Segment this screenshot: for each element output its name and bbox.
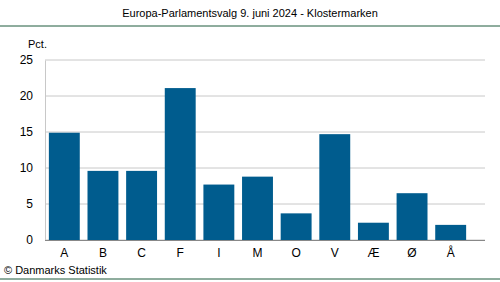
y-axis-line xyxy=(45,61,46,241)
y-tick-label: 0 xyxy=(26,233,33,247)
x-tick-label: Ø xyxy=(407,246,416,260)
chart: Europa-Parlamentsvalg 9. juni 2024 - Klo… xyxy=(0,0,500,282)
x-tick: Ø xyxy=(407,246,416,260)
y-axis: 0 5 10 15 20 25 xyxy=(20,53,46,247)
x-tick: Å xyxy=(447,245,455,260)
bar xyxy=(435,225,466,240)
y-tick-label: 20 xyxy=(20,89,34,103)
y-tick-label: 10 xyxy=(20,161,34,175)
y-tick: 10 xyxy=(20,161,45,175)
bar xyxy=(165,88,196,240)
bar xyxy=(358,223,389,240)
x-tick-label: O xyxy=(291,246,300,260)
grid-line xyxy=(45,60,485,61)
bar xyxy=(88,171,119,240)
x-tick-label: Å xyxy=(447,245,455,260)
grid-line xyxy=(45,168,485,169)
x-tick: A xyxy=(60,246,68,260)
y-tick: 15 xyxy=(20,125,45,139)
y-tick: 20 xyxy=(20,89,45,103)
x-tick: C xyxy=(137,246,146,260)
y-tick-label: 15 xyxy=(20,125,34,139)
y-tick-label: 5 xyxy=(26,197,33,211)
grid xyxy=(45,60,485,240)
header-rule xyxy=(0,26,500,27)
x-tick-label: B xyxy=(99,246,107,260)
x-tick: F xyxy=(177,246,184,260)
source-note: © Danmarks Statistik xyxy=(4,264,107,276)
y-axis-title: Pct. xyxy=(28,38,47,50)
x-tick-label: V xyxy=(331,246,339,260)
bar xyxy=(242,177,273,240)
x-tick-label: C xyxy=(137,246,146,260)
bar xyxy=(49,133,80,240)
title: Europa-Parlamentsvalg 9. juni 2024 - Klo… xyxy=(122,7,378,19)
x-tick-label: A xyxy=(60,246,68,260)
x-tick: M xyxy=(253,246,263,260)
bar xyxy=(319,134,350,240)
y-tick: 5 xyxy=(26,197,45,211)
x-axis: ABCFIMOVÆØÅ xyxy=(45,241,485,260)
grid-line xyxy=(45,96,485,97)
bar xyxy=(203,185,234,240)
x-tick: V xyxy=(331,246,339,260)
bar xyxy=(126,171,157,240)
bar xyxy=(397,193,428,240)
x-tick-label: I xyxy=(217,246,220,260)
footer-rule xyxy=(0,279,500,280)
bars xyxy=(49,88,466,240)
x-tick-label: Æ xyxy=(367,246,379,260)
x-tick-label: F xyxy=(177,246,184,260)
y-tick: 0 xyxy=(26,233,45,247)
grid-line xyxy=(45,132,485,133)
x-tick-label: M xyxy=(253,246,263,260)
bar xyxy=(281,213,312,240)
x-tick: I xyxy=(217,246,220,260)
y-tick-label: 25 xyxy=(20,53,34,67)
x-tick: Æ xyxy=(367,246,379,260)
y-tick: 25 xyxy=(20,53,45,67)
x-tick: B xyxy=(99,246,107,260)
x-tick: O xyxy=(291,246,300,260)
x-axis-line xyxy=(45,240,485,241)
